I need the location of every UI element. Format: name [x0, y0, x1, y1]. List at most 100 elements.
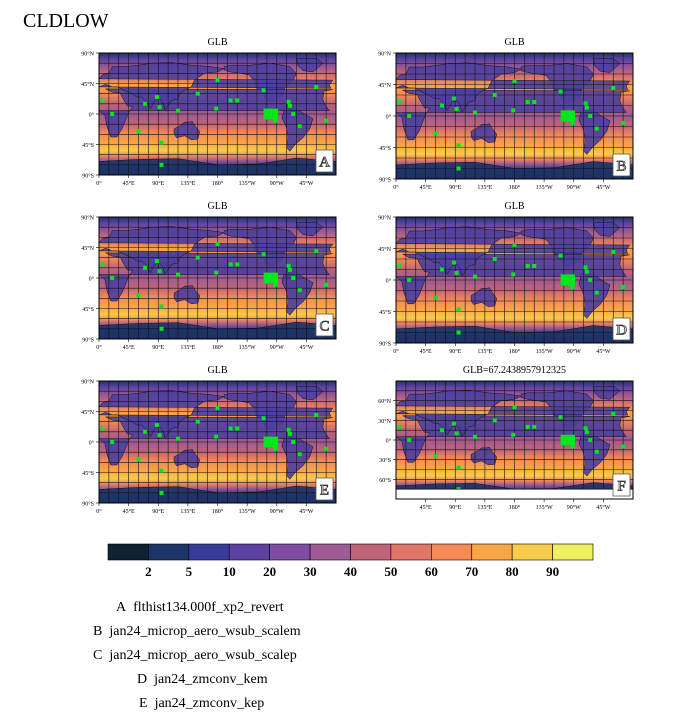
station-marker [532, 424, 537, 429]
station-marker [473, 274, 477, 279]
station-marker [291, 440, 296, 444]
station-marker [110, 440, 115, 444]
y-tick-label: 45°N [378, 82, 391, 89]
panel-letter: F [617, 479, 625, 495]
station-marker [214, 434, 219, 439]
station-marker [157, 105, 162, 110]
station-marker [512, 243, 517, 247]
x-tick-label: 135°E [477, 504, 492, 511]
x-tick-label: 90°W [270, 344, 284, 351]
y-tick-label: 90°S [379, 177, 391, 184]
colorbar-label: 40 [344, 564, 357, 579]
station-marker [215, 406, 220, 411]
legend-case-name: jan24_zmconv_kep [154, 696, 265, 711]
x-tick-label: 90°E [449, 184, 461, 191]
x-tick-label: 135°W [239, 344, 256, 351]
station-marker [397, 100, 402, 104]
colorbar-swatch [309, 543, 351, 561]
station-marker [583, 265, 588, 270]
station-region [263, 108, 279, 120]
station-marker [588, 438, 593, 442]
panel-letter-box [315, 313, 334, 337]
station-marker [286, 99, 291, 104]
station-marker [456, 465, 461, 470]
station-marker [176, 436, 180, 441]
station-marker [621, 444, 626, 449]
station-region [263, 272, 279, 284]
x-tick-label: 135°W [239, 180, 256, 187]
land-africa [99, 416, 333, 466]
x-tick-label: 45°E [420, 504, 432, 511]
station-region [560, 274, 576, 286]
panel-title: GLB [208, 37, 228, 48]
station-marker [286, 263, 291, 268]
land-africa [99, 88, 333, 138]
station-marker [611, 86, 616, 90]
station-marker [261, 416, 266, 421]
x-tick-label: 180° [509, 184, 521, 191]
x-tick-label: 90°E [152, 344, 164, 351]
y-tick-label: 30°N [378, 418, 391, 425]
station-marker [291, 276, 296, 280]
station-marker [228, 426, 233, 431]
x-tick-label: 45°W [299, 344, 313, 351]
map-body [396, 53, 633, 179]
station-marker [287, 103, 292, 108]
station-marker [588, 278, 593, 282]
station-marker [136, 292, 141, 297]
station-marker [456, 307, 461, 312]
y-tick-label: 90°S [82, 337, 94, 344]
station-marker [215, 242, 220, 247]
station-marker [143, 265, 148, 270]
y-tick-label: 0° [386, 114, 392, 121]
x-tick-label: 180° [212, 344, 224, 351]
y-tick-label: 45°N [81, 81, 94, 88]
station-marker [159, 490, 164, 495]
station-marker [525, 264, 530, 268]
station-marker [143, 429, 148, 434]
station-marker [407, 278, 412, 282]
station-marker [159, 304, 164, 309]
station-region [263, 436, 279, 448]
x-tick-label: 45°W [596, 504, 610, 511]
colorbar-swatch [228, 543, 270, 561]
station-marker [473, 434, 477, 439]
y-tick-label: 0° [89, 276, 95, 283]
station-marker [157, 433, 162, 438]
land-africa [396, 253, 630, 305]
station-marker [159, 162, 164, 167]
station-marker [143, 101, 148, 106]
station-marker [611, 411, 616, 416]
x-tick-label: 90°E [449, 348, 461, 355]
station-marker [584, 105, 589, 110]
y-tick-label: 45°S [379, 145, 391, 152]
station-marker [235, 262, 240, 267]
station-marker [261, 88, 266, 93]
legend-letter: A [116, 600, 127, 615]
panel-title: GLB=67.2438957912325 [463, 365, 566, 376]
station-marker [273, 446, 278, 451]
x-tick-label: 90°E [449, 504, 461, 511]
y-tick-label: 45°S [379, 309, 391, 316]
station-marker [297, 124, 302, 129]
station-marker [594, 126, 599, 131]
station-marker [228, 98, 233, 103]
station-marker [558, 89, 563, 94]
x-tick-label: 135°W [536, 184, 553, 191]
y-tick-label: 90°N [81, 379, 94, 386]
land-africa [99, 252, 333, 302]
station-marker [511, 272, 516, 277]
y-tick-label: 45°S [82, 470, 94, 477]
y-tick-label: 45°N [81, 409, 94, 416]
station-marker [235, 426, 240, 431]
station-marker [492, 93, 497, 97]
figure-title: CLDLOW [23, 10, 109, 32]
station-marker [594, 449, 599, 454]
colorbar-swatch [471, 543, 513, 561]
panel-letter: C [319, 319, 329, 335]
x-tick-label: 45°W [299, 508, 313, 515]
station-marker [583, 101, 588, 106]
y-tick-label: 45°S [82, 306, 94, 313]
station-marker [588, 114, 593, 118]
y-tick-label: 0° [89, 440, 95, 447]
